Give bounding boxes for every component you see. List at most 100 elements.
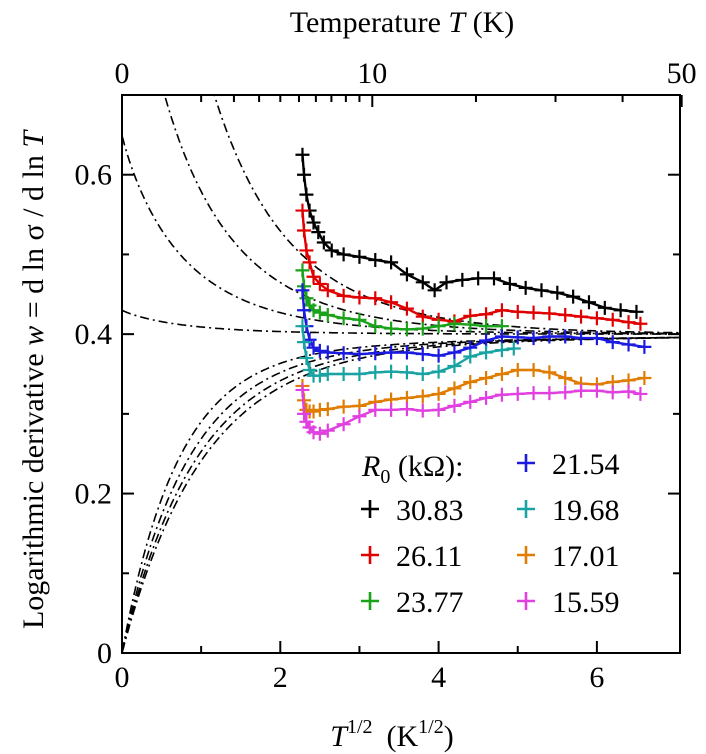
data-point bbox=[502, 276, 517, 291]
data-point bbox=[352, 409, 367, 424]
data-point bbox=[463, 317, 478, 332]
data-point bbox=[299, 243, 314, 258]
legend-marker bbox=[361, 546, 379, 564]
data-point bbox=[312, 368, 327, 383]
data-point bbox=[297, 223, 312, 238]
data-point bbox=[629, 304, 644, 319]
data-point bbox=[312, 305, 327, 320]
data-point bbox=[633, 316, 648, 331]
data-point bbox=[542, 365, 557, 380]
top-axis-title: Temperature T (K) bbox=[290, 6, 515, 39]
data-point bbox=[447, 316, 462, 331]
data-point bbox=[295, 263, 310, 278]
data-point bbox=[431, 319, 446, 334]
data-point bbox=[295, 147, 310, 162]
data-point bbox=[589, 311, 604, 326]
legend-label: 19.68 bbox=[552, 494, 620, 527]
data-point bbox=[479, 319, 494, 334]
data-point bbox=[306, 269, 321, 284]
data-point bbox=[431, 348, 446, 363]
series-21.54 bbox=[295, 283, 652, 363]
data-point bbox=[574, 331, 589, 346]
data-point bbox=[399, 301, 414, 316]
data-point bbox=[312, 426, 327, 441]
data-point bbox=[506, 341, 521, 356]
data-point bbox=[510, 330, 525, 345]
data-point bbox=[431, 364, 446, 379]
reference-curve-6 bbox=[122, 336, 680, 652]
data-point bbox=[368, 402, 383, 417]
data-point bbox=[463, 394, 478, 409]
x-tick-label: 0 bbox=[115, 661, 130, 694]
data-point bbox=[368, 346, 383, 361]
data-point bbox=[415, 275, 430, 290]
data-point bbox=[302, 255, 317, 270]
legend-marker bbox=[517, 454, 535, 472]
data-point bbox=[621, 315, 636, 330]
data-point bbox=[605, 312, 620, 327]
data-point bbox=[399, 322, 414, 337]
data-point bbox=[621, 384, 636, 399]
data-point bbox=[542, 386, 557, 401]
data-point bbox=[384, 295, 399, 310]
data-point bbox=[352, 290, 367, 305]
data-point bbox=[295, 203, 310, 218]
data-point bbox=[566, 289, 581, 304]
data-point bbox=[574, 383, 589, 398]
data-point bbox=[479, 345, 494, 360]
data-point bbox=[320, 283, 335, 298]
data-point bbox=[479, 333, 494, 348]
data-point bbox=[494, 303, 509, 318]
x-tick-label: 6 bbox=[589, 661, 604, 694]
data-point bbox=[297, 406, 312, 421]
data-point bbox=[479, 307, 494, 322]
data-point bbox=[581, 295, 596, 310]
plot-frame bbox=[121, 94, 681, 654]
reference-curve-4 bbox=[122, 309, 680, 335]
x-axis-title: T1/2 (K1/2) bbox=[330, 716, 453, 753]
legend-marker bbox=[517, 546, 535, 564]
data-point bbox=[352, 367, 367, 381]
data-point bbox=[605, 335, 620, 350]
data-point bbox=[368, 291, 383, 306]
data-point bbox=[633, 386, 648, 401]
series-26.11 bbox=[295, 203, 648, 331]
data-point bbox=[637, 370, 652, 385]
data-point bbox=[589, 331, 604, 346]
reference-curve-8 bbox=[122, 336, 680, 652]
data-point bbox=[320, 423, 335, 438]
reference-curve-5 bbox=[122, 336, 680, 651]
axes: 0 2 4 6 0 0.2 0.4 0.6 0 10 50 bbox=[75, 57, 697, 694]
data-point bbox=[589, 383, 604, 398]
legend-marker bbox=[517, 592, 535, 610]
series-30.83 bbox=[295, 147, 644, 319]
data-point bbox=[336, 399, 351, 414]
data-point bbox=[550, 285, 565, 300]
data-point bbox=[297, 335, 312, 350]
data-point bbox=[518, 280, 533, 295]
data-point bbox=[613, 303, 628, 318]
series-line bbox=[301, 154, 637, 313]
data-point bbox=[447, 398, 462, 413]
y-tick-label: 0.2 bbox=[75, 478, 113, 511]
data-point bbox=[526, 331, 541, 346]
data-point bbox=[526, 305, 541, 320]
legend-items: 30.83 26.11 23.77 21.54 19.68 17.01 15.59 bbox=[361, 448, 620, 619]
data-point bbox=[295, 382, 310, 397]
y-tick-label: 0 bbox=[97, 637, 112, 670]
data-point bbox=[510, 363, 525, 378]
series-15.59 bbox=[295, 382, 648, 441]
data-point bbox=[431, 386, 446, 401]
legend: R0 (kΩ): 30.83 26.11 23.77 21.54 19.68 17.01 1… bbox=[361, 448, 620, 619]
data-point bbox=[479, 390, 494, 405]
data-point bbox=[336, 311, 351, 326]
data-point bbox=[415, 389, 430, 404]
data-point bbox=[316, 235, 331, 250]
data-point bbox=[384, 345, 399, 360]
data-point bbox=[542, 306, 557, 321]
legend-label: 17.01 bbox=[552, 540, 620, 573]
top-tick-label: 50 bbox=[667, 57, 697, 90]
top-tick-label: 10 bbox=[357, 57, 387, 90]
data-point bbox=[455, 272, 470, 287]
